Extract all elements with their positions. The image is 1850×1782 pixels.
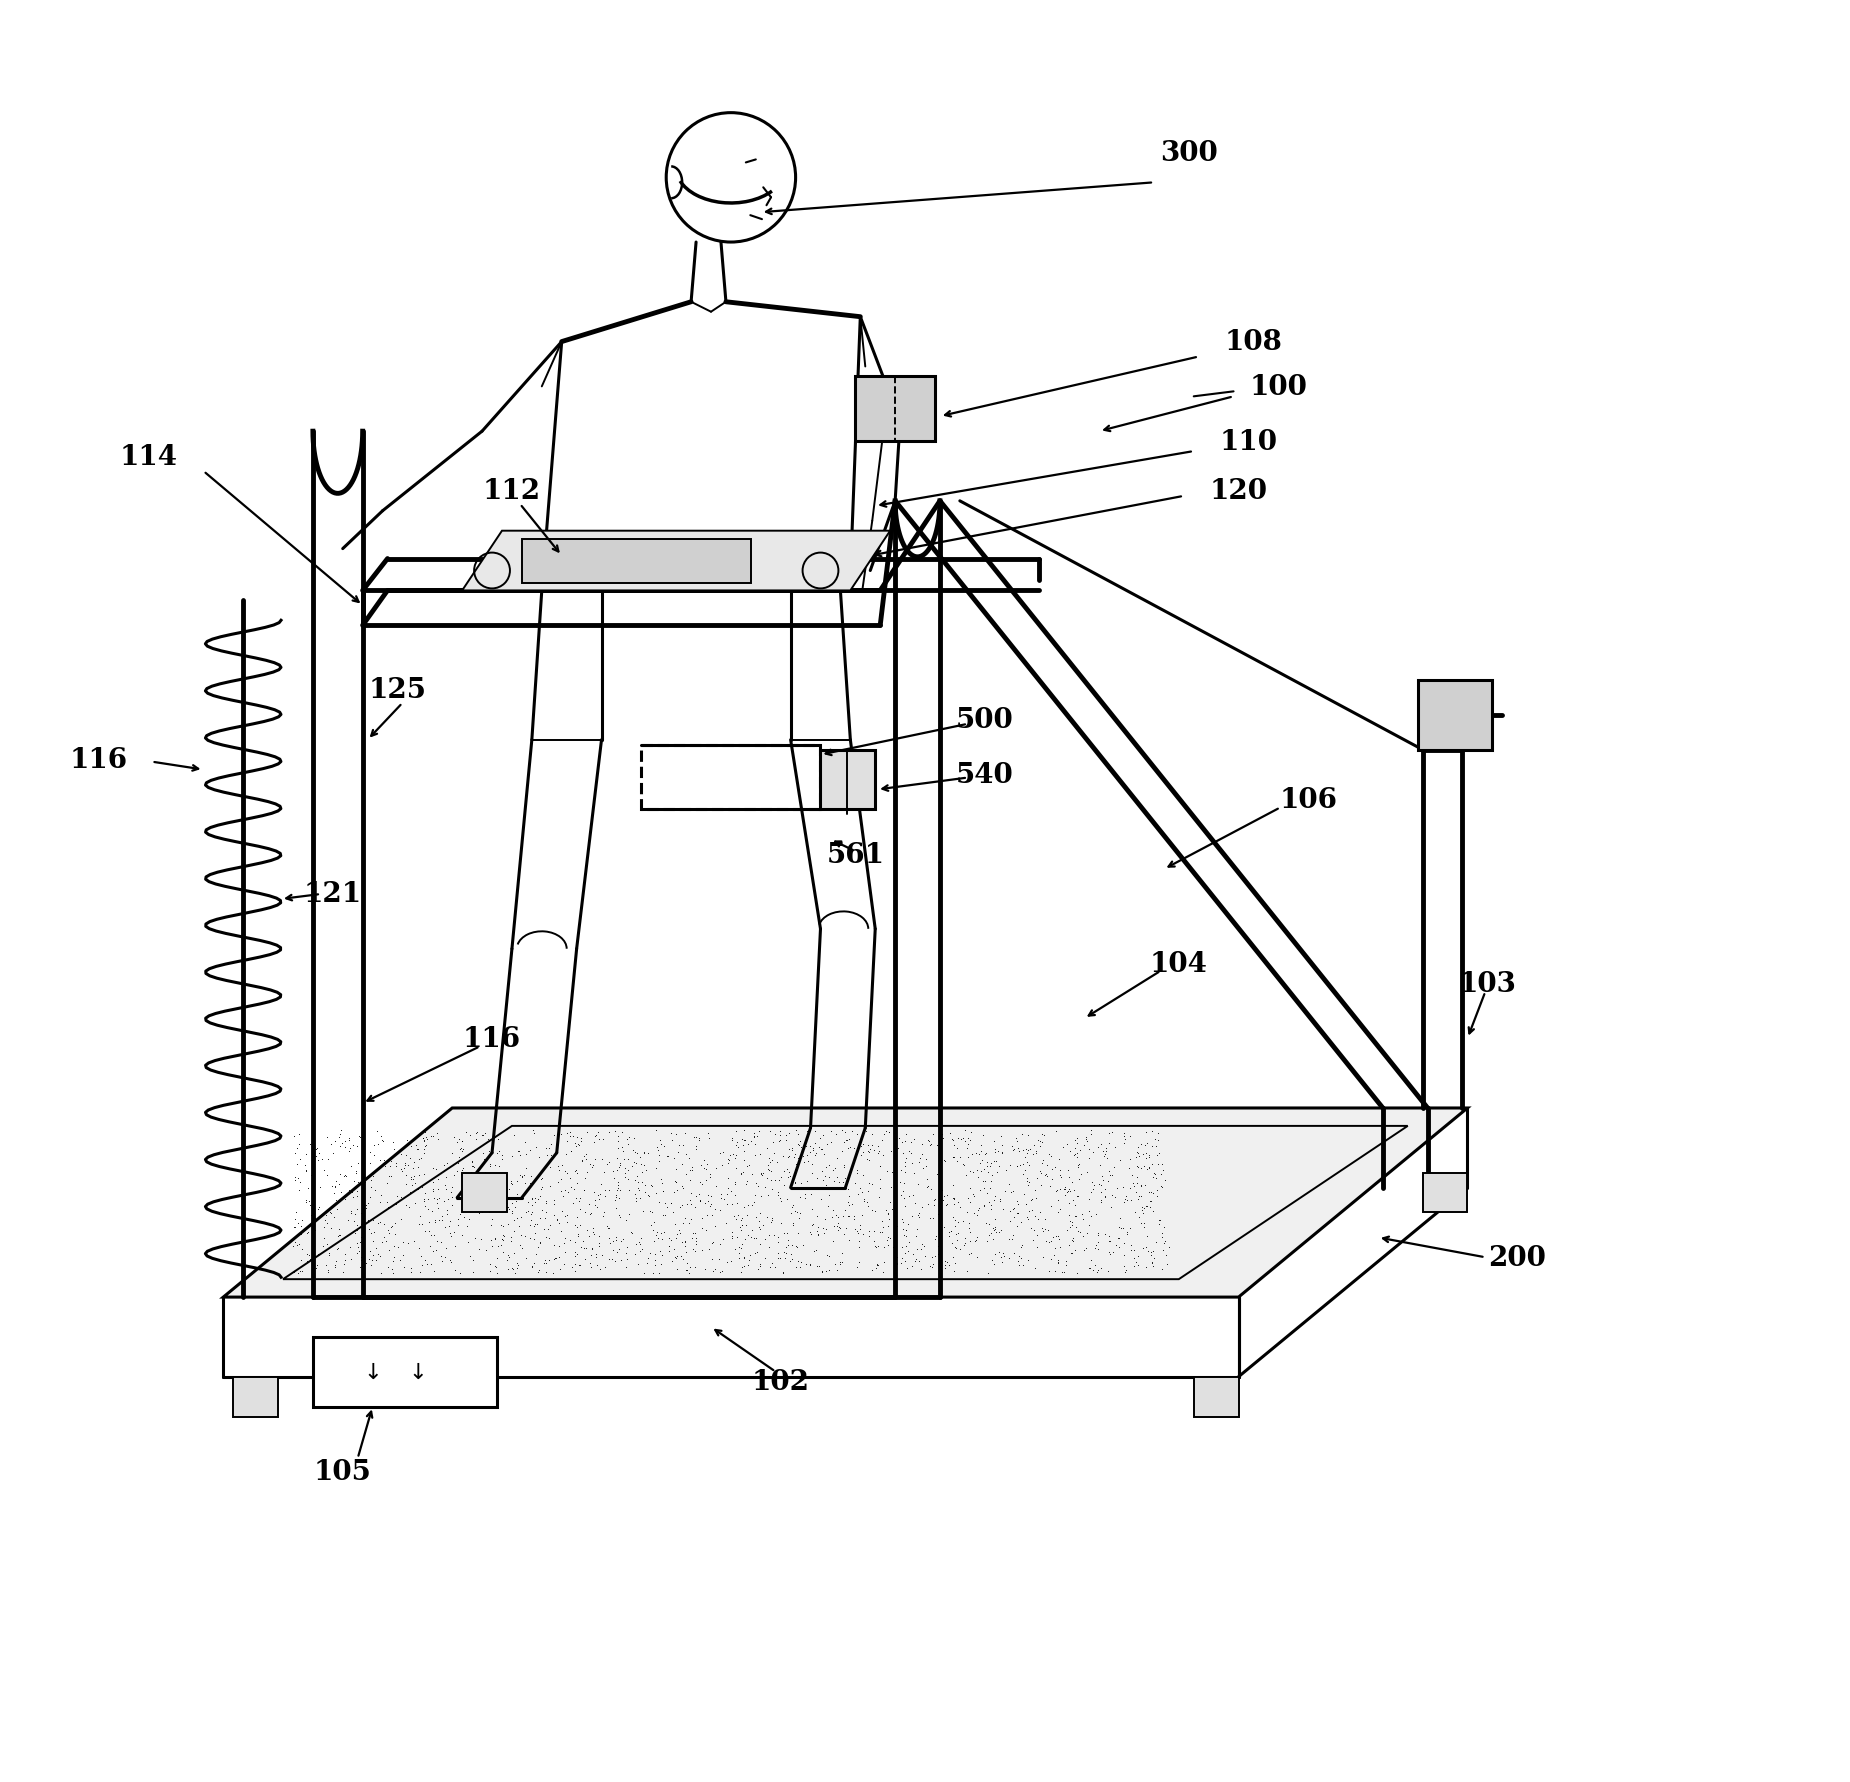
- Bar: [522, 540, 751, 584]
- Bar: [313, 1336, 498, 1406]
- Text: 120: 120: [1210, 478, 1267, 504]
- Bar: [462, 1173, 507, 1214]
- Text: 300: 300: [1160, 141, 1217, 168]
- Text: 121: 121: [303, 880, 363, 909]
- Polygon shape: [462, 531, 890, 592]
- Text: 110: 110: [1219, 428, 1278, 456]
- Text: 102: 102: [751, 1369, 810, 1395]
- Text: ↓: ↓: [409, 1361, 427, 1383]
- Text: 104: 104: [1151, 950, 1208, 978]
- Text: 200: 200: [1487, 1244, 1547, 1271]
- Text: 116: 116: [462, 1025, 522, 1051]
- Text: 112: 112: [483, 478, 540, 504]
- Text: 100: 100: [1249, 374, 1308, 401]
- Text: 125: 125: [368, 677, 427, 704]
- Bar: [1193, 1377, 1238, 1417]
- Bar: [642, 745, 821, 811]
- Text: 105: 105: [314, 1458, 372, 1484]
- Text: 106: 106: [1278, 786, 1338, 813]
- Polygon shape: [224, 1108, 1467, 1297]
- Bar: [233, 1377, 278, 1417]
- Bar: [821, 750, 875, 811]
- Bar: [1417, 681, 1493, 750]
- Text: ↓: ↓: [363, 1361, 381, 1383]
- Text: 561: 561: [827, 841, 884, 868]
- Bar: [1423, 1173, 1467, 1214]
- Text: 500: 500: [956, 707, 1014, 734]
- Text: 108: 108: [1225, 330, 1282, 356]
- Text: 103: 103: [1458, 971, 1517, 998]
- Text: 116: 116: [70, 747, 128, 773]
- Text: 540: 540: [956, 761, 1014, 789]
- Text: 114: 114: [120, 444, 178, 470]
- Bar: [855, 378, 934, 442]
